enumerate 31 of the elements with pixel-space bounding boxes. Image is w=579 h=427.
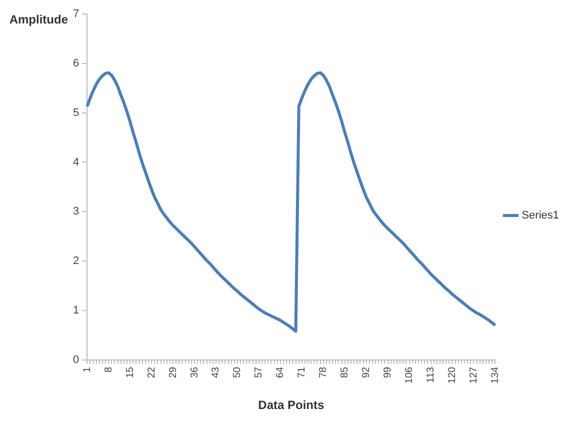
x-tick-label: 57	[254, 366, 265, 378]
x-tick-label: 36	[189, 366, 200, 378]
x-tick-label: 113	[426, 366, 437, 383]
x-tick-label: 99	[382, 366, 394, 378]
y-tick-label: 7	[72, 8, 80, 20]
x-tick-label: 1	[82, 366, 93, 372]
x-tick-label: 92	[361, 366, 372, 378]
x-tick-label: 120	[446, 366, 458, 384]
x-tick-label: 50	[232, 366, 244, 378]
x-tick-label: 15	[124, 366, 136, 378]
x-tick-label: 106	[404, 366, 416, 384]
y-tick-label: 2	[72, 255, 80, 268]
y-tick-label: 6	[72, 57, 80, 70]
y-tick-label: 3	[72, 206, 80, 218]
x-tick-label: 43	[210, 366, 222, 378]
x-tick-label: 8	[103, 366, 114, 372]
x-tick-label: 71	[296, 366, 308, 378]
y-axis-title: Amplitude	[9, 12, 68, 26]
legend-label: Series1	[522, 210, 559, 222]
y-tick-label: 0	[72, 354, 80, 366]
y-tick-label: 4	[72, 156, 80, 168]
x-tick-label: 29	[168, 366, 179, 378]
x-tick-label: 64	[275, 366, 286, 378]
x-tick-label: 85	[340, 366, 351, 378]
y-tick-label: 5	[72, 106, 80, 119]
x-tick-label: 78	[318, 366, 330, 378]
y-tick-label: 1	[72, 304, 80, 317]
x-tick-label: 127	[468, 366, 480, 384]
x-tick-label: 22	[146, 366, 158, 378]
x-axis-title: Data Points	[258, 398, 324, 412]
x-tick-label: 134	[490, 366, 501, 384]
